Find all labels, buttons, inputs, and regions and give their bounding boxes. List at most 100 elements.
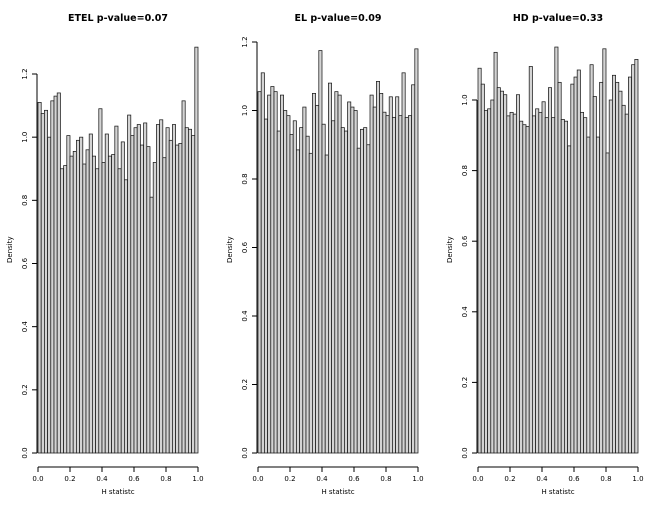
histogram-bar [408, 115, 412, 454]
histogram-panel-el: EL p-value=0.09 0.0 0.2 0.4 0.6 0.8 1.0 1.2 0.0… [220, 0, 440, 510]
histogram-bar [328, 82, 332, 454]
histogram-bar [162, 157, 167, 454]
histogram-bar [143, 122, 148, 454]
y-tick-label: 0.6 [241, 241, 249, 253]
histogram-bar [401, 72, 406, 454]
x-tick-label: 0.8 [380, 475, 391, 483]
histogram-bar [615, 81, 620, 454]
histogram-bar [50, 100, 55, 454]
histogram-bar [289, 134, 294, 454]
histogram-bar [82, 163, 87, 454]
y-tick-label: 0.6 [461, 235, 469, 247]
histogram-bar [88, 133, 93, 454]
histogram-bar [404, 116, 409, 454]
histogram-bar [372, 106, 377, 454]
histogram-bar [493, 51, 498, 454]
histogram-bar [385, 115, 390, 454]
x-tick-label: 1.0 [632, 475, 643, 483]
histogram-bar [318, 50, 323, 454]
histogram-bar [53, 95, 58, 454]
histogram-panel-etel: ETEL p-value=0.07 0.0 0.2 0.4 0.6 0.8 1.0 1.2 0… [0, 0, 220, 510]
histogram-bar [184, 127, 189, 454]
histogram-bar [557, 81, 562, 454]
histogram-bar [509, 111, 514, 454]
histogram-bar [92, 155, 96, 454]
histogram-bar [315, 104, 320, 454]
histogram-bar [538, 111, 543, 454]
histogram-bar [302, 106, 307, 454]
histogram-bar [589, 64, 594, 454]
histogram-bar [117, 168, 122, 454]
histogram-bar [487, 108, 492, 454]
histogram-bar [308, 152, 313, 454]
plot-area-etel: 0.0 0.2 0.4 0.6 0.8 1.0 1.2 0.0 0.2 0.4 0.6 0.8 1.0 [21, 46, 204, 483]
histogram-bar [188, 128, 192, 454]
histogram-bar [337, 94, 342, 454]
histogram-bar [44, 109, 48, 454]
histogram-bar [267, 94, 272, 454]
histogram-bar [140, 144, 144, 454]
histogram-bar [477, 67, 482, 454]
x-tick-label: 0.2 [284, 475, 295, 483]
histogram-bar [120, 141, 125, 454]
histogram-bar [480, 83, 485, 454]
histogram-bar [156, 124, 160, 454]
y-tick-label: 0.0 [241, 447, 249, 458]
histogram-bar [305, 135, 310, 454]
y-tick-label: 1.0 [241, 105, 249, 116]
histogram-bar [175, 144, 180, 454]
histogram-bar [66, 135, 71, 454]
histogram-bar [76, 139, 80, 454]
histogram-bar [522, 124, 527, 454]
histogram-bar [79, 136, 84, 454]
x-tick-label: 0.4 [316, 475, 328, 483]
histogram-bar [280, 94, 284, 454]
histogram-bar [350, 106, 355, 454]
histogram-bar [108, 155, 112, 454]
histogram-bar [388, 96, 393, 454]
histogram-bar [484, 110, 488, 454]
histogram-bar [344, 130, 348, 454]
histogram-bar [398, 115, 403, 454]
x-axis-label: H statistc [321, 488, 355, 496]
panel-title: ETEL p-value=0.07 [67, 13, 169, 24]
histogram-bar [621, 104, 626, 454]
histogram-bar [395, 96, 400, 454]
histogram-bar [95, 168, 100, 454]
plot-area-el: 0.0 0.2 0.4 0.6 0.8 1.0 1.2 0.0 0.2 0.4 0.6 0.8 1.0 [241, 36, 424, 483]
y-tick-label: 0.2 [21, 384, 29, 395]
y-tick-label: 0.2 [241, 379, 249, 390]
histogram-bar [551, 117, 556, 454]
x-tick-label: 0.4 [96, 475, 108, 483]
x-tick-label: 0.2 [504, 475, 515, 483]
histogram-bar [366, 144, 371, 454]
histogram-bar [628, 76, 632, 454]
histogram-bar [37, 102, 42, 454]
y-tick-label: 0.0 [461, 447, 469, 458]
histogram-bar [127, 114, 132, 454]
histogram-bar [312, 93, 316, 454]
histogram-bar [586, 136, 591, 454]
histogram-bar [564, 120, 568, 454]
histogram-bar [136, 124, 141, 454]
x-tick-label: 0.0 [472, 475, 483, 483]
histogram-bar [72, 151, 77, 454]
histogram-bar [618, 90, 623, 454]
histogram-bar [47, 136, 52, 454]
histogram-bar [519, 120, 524, 454]
histogram-bar [114, 125, 119, 454]
histogram-bar [331, 120, 336, 454]
histogram-bar [104, 133, 109, 454]
histogram-bar [98, 108, 103, 454]
y-tick-label: 0.6 [21, 257, 29, 269]
x-tick-label: 0.8 [160, 475, 171, 483]
y-tick-label: 0.2 [461, 377, 469, 388]
histogram-bar [528, 66, 533, 454]
histogram-bar [376, 81, 380, 454]
histogram-bar [634, 59, 639, 454]
histogram-bar [560, 119, 565, 454]
panel-title: HD p-value=0.33 [512, 13, 604, 24]
x-axis-label: H statistc [101, 488, 135, 496]
histogram-bar [146, 146, 151, 454]
histogram-bar [363, 127, 368, 454]
